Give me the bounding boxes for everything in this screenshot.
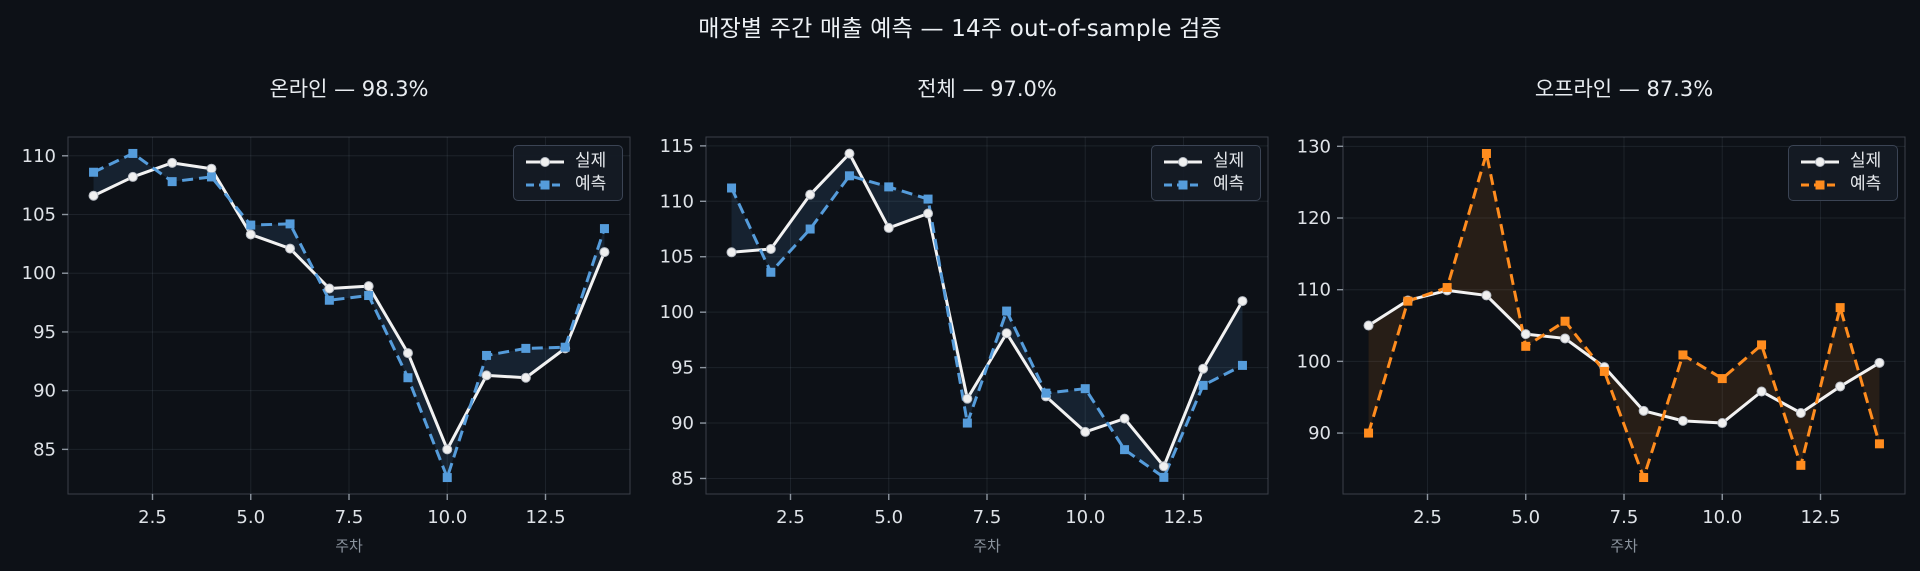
legend-item-actual: 실제 — [1163, 153, 1249, 170]
svg-text:7.5: 7.5 — [1610, 507, 1639, 528]
chart-2-legend: 실제 예측 — [1151, 145, 1261, 201]
svg-text:110: 110 — [22, 146, 56, 167]
actual-line-icon — [1801, 156, 1839, 167]
legend-forecast-label: 예측 — [575, 174, 607, 194]
svg-text:5.0: 5.0 — [236, 507, 265, 528]
actual-line-icon — [526, 156, 564, 167]
fill-between-band — [1368, 153, 1880, 478]
legend-actual-label: 실제 — [1213, 151, 1245, 171]
tick-marks — [700, 145, 1185, 500]
svg-text:12.5: 12.5 — [1800, 507, 1840, 528]
legend-item-forecast: 예측 — [525, 176, 611, 193]
tick-marks — [62, 155, 547, 500]
svg-text:90: 90 — [33, 381, 56, 402]
chart-2-title: 전체 — 97.0% — [917, 77, 1057, 101]
chart-2-xlabel: 주차 — [973, 537, 1001, 555]
forecast-line-icon — [1164, 180, 1202, 189]
fill-between-band — [93, 153, 605, 478]
svg-text:12.5: 12.5 — [1163, 507, 1203, 528]
svg-text:105: 105 — [660, 247, 694, 268]
forecast-line — [1367, 151, 1881, 480]
legend-item-actual: 실제 — [525, 153, 611, 170]
svg-text:7.5: 7.5 — [335, 507, 364, 528]
actual-line — [1367, 288, 1881, 425]
chart-3-legend: 실제 예측 — [1788, 145, 1898, 201]
svg-text:110: 110 — [1297, 280, 1331, 301]
chart-1-title: 온라인 — 98.3% — [269, 77, 429, 101]
legend-item-forecast: 예측 — [1800, 176, 1886, 193]
forecast-line — [92, 151, 606, 480]
legend-forecast-label: 예측 — [1213, 174, 1245, 194]
svg-text:12.5: 12.5 — [525, 507, 565, 528]
figure-suptitle: 매장별 주간 매출 예측 — 14주 out-of-sample 검증 — [698, 16, 1222, 42]
actual-line-icon — [1164, 156, 1202, 167]
legend-actual-label: 실제 — [575, 151, 607, 171]
svg-text:100: 100 — [660, 302, 694, 323]
forecast-line-icon — [526, 180, 564, 189]
svg-text:2.5: 2.5 — [138, 507, 167, 528]
svg-text:95: 95 — [33, 322, 56, 343]
legend-forecast-label: 예측 — [1850, 174, 1882, 194]
chart-1-legend: 실제 예측 — [513, 145, 623, 201]
svg-text:2.5: 2.5 — [1413, 507, 1442, 528]
svg-text:90: 90 — [1308, 423, 1331, 444]
legend-actual-label: 실제 — [1850, 151, 1882, 171]
svg-text:100: 100 — [22, 263, 56, 284]
svg-text:120: 120 — [1297, 208, 1331, 229]
svg-text:100: 100 — [1297, 351, 1331, 372]
svg-text:130: 130 — [1297, 136, 1331, 157]
svg-text:105: 105 — [22, 205, 56, 226]
fill-between-band — [731, 153, 1243, 478]
svg-text:5.0: 5.0 — [874, 507, 903, 528]
svg-text:85: 85 — [671, 468, 694, 489]
tick-labels: 85 90 95 100 105 110 115 2.5 5.0 7.5 10.0 12.5 — [660, 136, 1204, 528]
tick-labels: 85 90 95 100 105 110 2.5 5.0 7.5 10.0 12.5 — [22, 146, 566, 528]
legend-item-forecast: 예측 — [1163, 176, 1249, 193]
svg-text:10.0: 10.0 — [1065, 507, 1105, 528]
tick-labels: 90 100 110 120 130 2.5 5.0 7.5 10.0 12.5 — [1297, 136, 1841, 528]
svg-text:95: 95 — [671, 358, 694, 379]
chart-3-xlabel: 주차 — [1610, 537, 1638, 555]
chart-3-title: 오프라인 — 87.3% — [1534, 77, 1714, 101]
svg-text:85: 85 — [33, 439, 56, 460]
svg-text:10.0: 10.0 — [1702, 507, 1742, 528]
svg-text:110: 110 — [660, 191, 694, 212]
chart-1-xlabel: 주차 — [335, 537, 363, 555]
legend-item-actual: 실제 — [1800, 153, 1886, 170]
forecast-line-icon — [1801, 180, 1839, 189]
actual-line — [92, 161, 606, 451]
svg-text:10.0: 10.0 — [427, 507, 467, 528]
svg-text:90: 90 — [671, 413, 694, 434]
svg-text:115: 115 — [660, 136, 694, 157]
svg-text:2.5: 2.5 — [776, 507, 805, 528]
forecast-line — [730, 174, 1244, 479]
svg-text:5.0: 5.0 — [1511, 507, 1540, 528]
tick-marks — [1337, 145, 1822, 500]
svg-text:7.5: 7.5 — [973, 507, 1002, 528]
